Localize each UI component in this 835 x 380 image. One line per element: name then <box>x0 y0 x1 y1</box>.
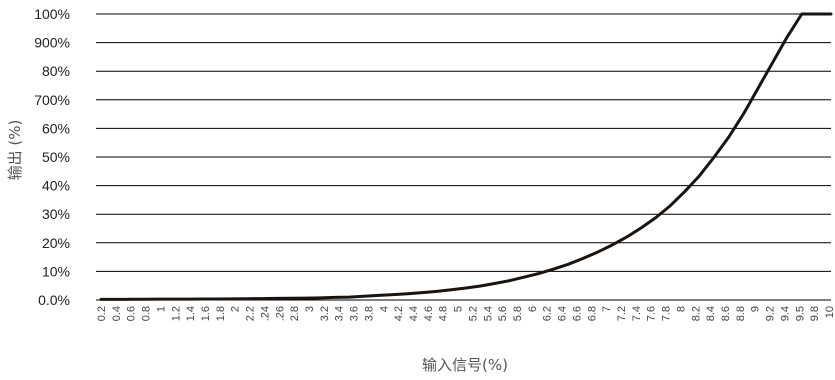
x-tick-label: 3.4 <box>334 306 346 321</box>
x-tick-label: 4.8 <box>438 306 450 321</box>
y-tick-label: 0.0% <box>38 292 70 308</box>
x-tick-label: 3.8 <box>363 306 375 321</box>
x-tick-label: 0.6 <box>126 306 138 321</box>
x-tick-label: 0.4 <box>111 306 123 321</box>
y-tick-label: 60% <box>42 120 70 136</box>
x-tick-label: 4.2 <box>393 306 405 321</box>
x-tick-label: 0.8 <box>141 306 153 321</box>
x-tick-label: 1.2 <box>170 306 182 321</box>
x-tick-label: 9.4 <box>779 306 791 321</box>
x-tick-label: 1.4 <box>185 306 197 321</box>
x-tick-label: 4.6 <box>423 306 435 321</box>
x-tick-label: 2.2 <box>245 306 257 321</box>
x-tick-label: 5.4 <box>482 306 494 321</box>
x-tick-label: 8.8 <box>735 306 747 321</box>
x-tick-label: 9.8 <box>809 306 821 321</box>
x-tick-label: 5.8 <box>512 306 524 321</box>
x-tick-label: 6.4 <box>557 306 569 321</box>
y-tick-label: 20% <box>42 235 70 251</box>
x-tick-label: 2 <box>230 306 242 312</box>
x-tick-label: 0.2 <box>96 306 108 321</box>
x-tick-label: 8.6 <box>720 306 732 321</box>
y-tick-label: 50% <box>42 149 70 165</box>
y-tick-label: 80% <box>42 63 70 79</box>
y-axis-title: 输出 (%) <box>6 120 24 181</box>
x-tick-label: 9 <box>750 306 762 312</box>
x-tick-label: 8.2 <box>690 306 702 321</box>
x-tick-label: 3.6 <box>349 306 361 321</box>
x-tick-label: 2.8 <box>289 306 301 321</box>
x-tick-label: 1.8 <box>215 306 227 321</box>
x-tick-label: 9.2 <box>765 306 777 321</box>
x-tick-label: 4.4 <box>408 306 420 321</box>
x-tick-label: 6.6 <box>571 306 583 321</box>
x-tick-label: 5.6 <box>497 306 509 321</box>
y-tick-label: 900% <box>34 35 70 51</box>
x-tick-label: 5 <box>453 306 465 312</box>
x-tick-label: 7.6 <box>646 306 658 321</box>
x-tick-label: 7.8 <box>661 306 673 321</box>
x-axis-title: 输入信号(%) <box>422 356 508 374</box>
gridlines <box>96 13 831 301</box>
x-tick-label: 1.6 <box>200 306 212 321</box>
y-tick-label: 100% <box>34 6 70 22</box>
x-tick-label: 6.8 <box>586 306 598 321</box>
x-tick-label: 10 <box>824 306 835 318</box>
y-tick-label: 700% <box>34 92 70 108</box>
x-tick-label: 5.2 <box>467 306 479 321</box>
x-tick-label: 8.4 <box>705 306 717 321</box>
x-tick-label: 6 <box>527 306 539 312</box>
y-tick-label: 30% <box>42 206 70 222</box>
x-tick-labels: 0.2 0.4 0.6 0.8 1 1.2 1.4 1.6 1.8 2 2.2.24.26 2.8 3 3… <box>96 306 835 321</box>
x-tick-label: 7 <box>601 306 613 312</box>
x-tick-label: 9.5 <box>794 306 806 321</box>
y-tick-label: 40% <box>42 178 70 194</box>
x-tick-label: 4 <box>378 306 390 312</box>
x-tick-label: 1 <box>155 306 167 312</box>
x-tick-label: 3 <box>304 306 316 312</box>
y-tick-label: 10% <box>42 263 70 279</box>
x-tick-label: .24 <box>259 306 271 321</box>
x-tick-label: 7.2 <box>616 306 628 321</box>
x-tick-label: 8 <box>675 306 687 312</box>
x-tick-label: 6.2 <box>542 306 554 321</box>
x-tick-label: .26 <box>274 306 286 321</box>
y-tick-labels: 0.0% 10% 20% 30% 40% 50% 60% 700% 80% 900% 100% <box>34 6 70 308</box>
x-tick-label: 7.4 <box>631 306 643 321</box>
x-tick-label: 3.2 <box>319 306 331 321</box>
series-line <box>99 12 833 301</box>
